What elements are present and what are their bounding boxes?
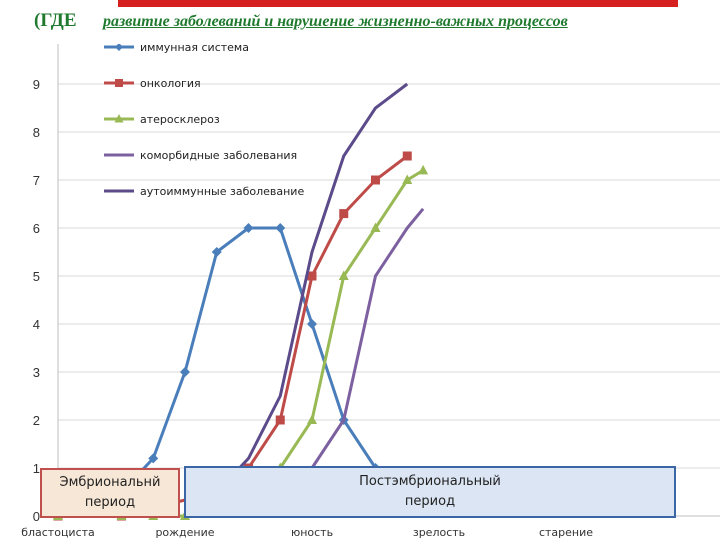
embryonic-period-box: Эмбриональнй период [40, 468, 180, 518]
legend-label: аутоиммунные заболевание [140, 185, 304, 198]
y-tick-label: 7 [33, 173, 40, 188]
data-point [307, 271, 317, 281]
title-red-banner [118, 0, 678, 7]
series-line [215, 82, 409, 494]
data-point [418, 164, 429, 175]
title-bar: (ГДЕ развитие заболеваний и нарушение жи… [0, 0, 720, 44]
data-point [370, 222, 381, 232]
x-tick-label: бластоциста [21, 526, 95, 539]
data-point [211, 247, 222, 257]
y-tick-label: 1 [33, 461, 40, 476]
legend-label: атеросклероз [140, 113, 220, 126]
data-point [148, 453, 159, 464]
y-tick-label: 3 [33, 365, 40, 380]
x-tick-label: юность [291, 526, 333, 539]
legend-label: онкология [140, 77, 201, 90]
legend-label: коморбидные заболевания [140, 149, 297, 162]
y-tick-label: 6 [33, 221, 40, 236]
data-point [402, 174, 413, 184]
y-tick-label: 9 [33, 77, 40, 92]
legend-marker [115, 43, 123, 51]
title-paren: (ГДЕ [34, 10, 77, 31]
data-point [180, 367, 190, 377]
data-point [275, 415, 285, 425]
data-point [275, 223, 286, 233]
x-tick-label: старение [539, 526, 593, 539]
y-tick-label: 8 [33, 125, 40, 140]
x-tick-label: рождение [155, 526, 214, 539]
x-tick-label: зрелость [413, 526, 465, 539]
legend-marker [115, 79, 123, 87]
data-point [243, 223, 254, 233]
legend-label: иммунная система [140, 41, 249, 54]
data-point [307, 414, 317, 424]
y-tick-label: 0 [33, 509, 40, 524]
y-tick-label: 2 [33, 413, 40, 428]
legend-marker [114, 114, 124, 123]
slide-title: развитие заболеваний и нарушение жизненн… [103, 13, 568, 30]
data-point [371, 175, 380, 185]
data-point [402, 151, 412, 161]
data-point [307, 319, 317, 329]
y-tick-label: 4 [33, 317, 40, 332]
y-tick-label: 5 [33, 269, 40, 284]
data-point [339, 209, 349, 219]
data-point [338, 270, 349, 280]
postembryonic-period-box: Постэмбриональный период [184, 466, 676, 518]
